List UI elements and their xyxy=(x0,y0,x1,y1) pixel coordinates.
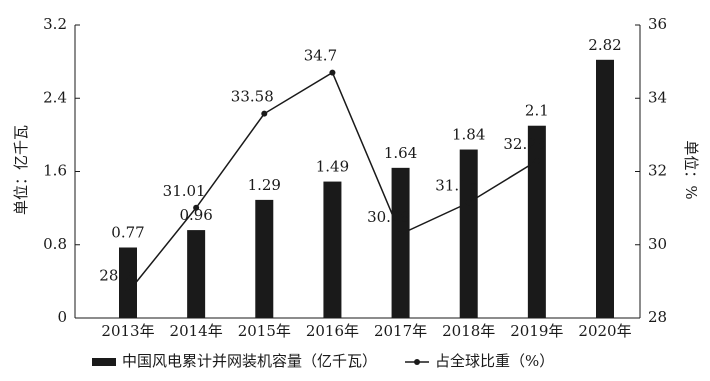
line-value-label: 31.15 xyxy=(435,177,478,195)
x-tick-label: 2015年 xyxy=(238,322,291,340)
line-value-label: 31.01 xyxy=(163,182,206,200)
bar xyxy=(323,181,342,318)
bar-value-label: 0.77 xyxy=(111,223,144,241)
x-tick-label: 2016年 xyxy=(306,322,359,340)
bar xyxy=(459,149,478,318)
bar xyxy=(187,230,206,318)
bar-value-label: 0.96 xyxy=(179,206,212,224)
line-point xyxy=(125,289,131,296)
bar xyxy=(119,247,137,318)
y2-tick-label: 34 xyxy=(648,88,667,106)
y2-tick-label: 28 xyxy=(648,308,667,326)
y-tick-label: 0 xyxy=(57,308,67,326)
y2-tick-label: 32 xyxy=(648,162,667,180)
line-point xyxy=(329,69,336,76)
line-point xyxy=(533,157,540,164)
legend-swatch-dot xyxy=(414,359,421,365)
y-tick-label: 0.8 xyxy=(43,235,67,253)
line-value-label: 28.7 xyxy=(99,266,132,284)
y2-tick-label: 36 xyxy=(648,15,667,33)
x-tick-label: 2019年 xyxy=(510,322,563,340)
line-point xyxy=(465,199,472,206)
legend-label: 占全球比重（%） xyxy=(435,352,554,370)
bar xyxy=(255,199,274,318)
y-tick-label: 3.2 xyxy=(43,15,67,33)
bar-value-label: 2.1 xyxy=(525,102,549,120)
line-point xyxy=(193,204,200,211)
bar-value-label: 1.64 xyxy=(384,144,417,162)
line-value-label: 33.58 xyxy=(231,88,274,106)
bar xyxy=(527,125,546,318)
bar-value-label: 1.84 xyxy=(452,126,485,144)
bar-value-label: 2.82 xyxy=(588,36,621,54)
bar xyxy=(596,59,614,318)
y-axis-label: 单位：亿千瓦 xyxy=(12,125,30,215)
x-tick-label: 2013年 xyxy=(101,322,154,340)
y2-tick-label: 30 xyxy=(648,235,667,253)
x-tick-label: 2020年 xyxy=(578,322,631,340)
y-tick-label: 2.4 xyxy=(43,88,67,106)
line-value-label: 34.7 xyxy=(304,47,337,65)
y-tick-label: 1.6 xyxy=(43,162,67,180)
x-tick-label: 2018年 xyxy=(442,322,495,340)
line-value-label: 30.29 xyxy=(367,208,410,226)
line-point xyxy=(261,110,268,117)
x-tick-label: 2017年 xyxy=(374,322,427,340)
legend-swatch xyxy=(92,358,116,366)
line-value-label: 32.29 xyxy=(503,135,546,153)
bar-value-label: 1.29 xyxy=(248,176,281,194)
bar xyxy=(391,167,410,318)
line-point xyxy=(397,231,404,238)
x-tick-label: 2014年 xyxy=(170,322,223,340)
legend-label: 中国风电累计并网装机容量（亿千瓦） xyxy=(122,352,377,370)
y2-axis-label: 单位：% xyxy=(682,140,700,199)
bar-value-label: 1.49 xyxy=(316,158,349,176)
